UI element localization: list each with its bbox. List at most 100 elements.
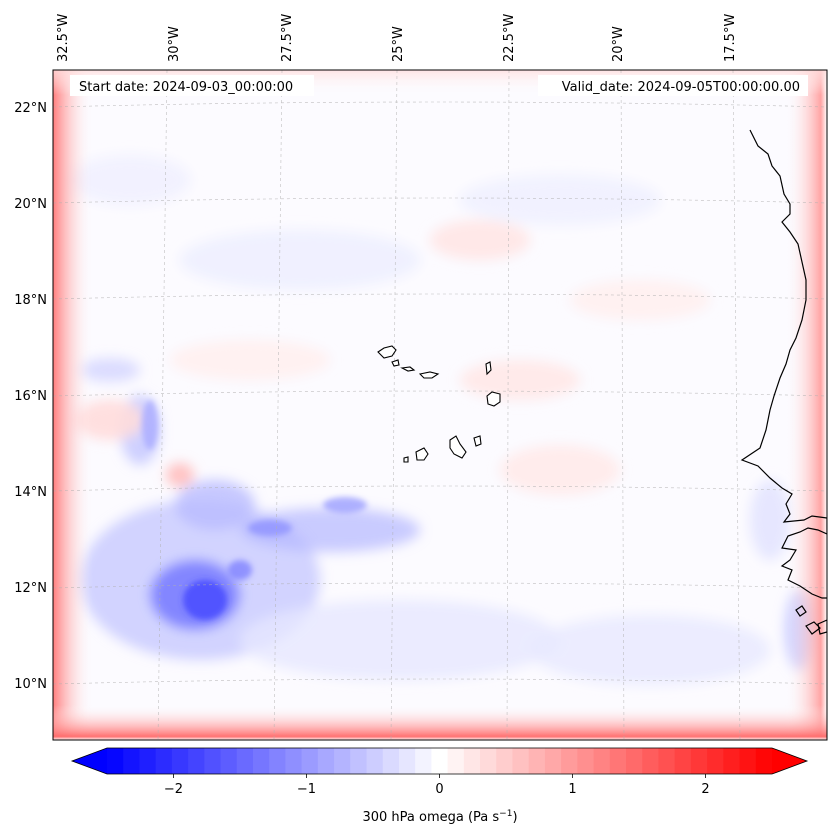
colorbar-cell <box>252 748 270 774</box>
cape-verde-islands <box>377 345 501 463</box>
colorbar-cell <box>382 748 400 774</box>
colorbar-tick-label: 2 <box>701 782 709 797</box>
colorbar-cell <box>123 748 140 774</box>
africa-coastline <box>740 129 827 599</box>
colorbar-tick-label: 0 <box>435 782 443 797</box>
lat-label-14n: 14°N <box>14 485 47 500</box>
lon-label-17-5w: 17.5°W <box>723 14 738 62</box>
colorbar-outline <box>70 747 809 775</box>
lat-label-12n: 12°N <box>14 581 47 596</box>
colorbar-cell <box>561 748 578 774</box>
colorbar-tick-label: −1 <box>297 782 316 797</box>
island-fogo <box>415 447 429 461</box>
lat-label-22n: 22°N <box>14 101 47 116</box>
island-boa-vista <box>486 391 501 407</box>
island-sal <box>485 361 492 376</box>
colorbar-cell <box>723 748 741 774</box>
colorbar-label-exponent: −1 <box>499 809 512 819</box>
colorbar-cells <box>107 748 773 774</box>
colorbar-cell <box>350 748 368 774</box>
colorbar-tick-label: 1 <box>568 782 576 797</box>
lat-label-18n: 18°N <box>14 293 47 308</box>
valid-date-box <box>538 75 808 96</box>
parallel-22n <box>53 101 827 108</box>
longitude-labels: 32.5°W 30°W 27.5°W 25°W 22.5°W 20°W 17.5… <box>56 14 738 62</box>
island-brava <box>403 456 409 463</box>
colorbar-cell <box>528 748 546 774</box>
coastlines <box>740 129 827 635</box>
island-maio <box>473 435 482 447</box>
colorbar-low-extend <box>72 748 107 774</box>
meridian-22-5w <box>506 70 510 740</box>
colorbar-cell <box>317 748 335 774</box>
parallel-10n <box>53 678 827 685</box>
meridian-20w <box>620 70 625 740</box>
colorbar-cell <box>690 748 708 774</box>
island-santiago <box>449 435 467 459</box>
latitude-labels: 22°N 20°N 18°N 16°N 14°N 12°N 10°N <box>14 101 47 692</box>
meridian-27-5w <box>273 70 283 740</box>
lon-label-27-5w: 27.5°W <box>280 14 295 62</box>
colorbar-cell <box>755 748 773 774</box>
parallel-12n <box>53 582 827 589</box>
lon-label-32-5w: 32.5°W <box>56 14 71 62</box>
colorbar-cell <box>415 748 432 774</box>
island-sao-nicolau <box>400 366 440 379</box>
colorbar-cell <box>674 748 692 774</box>
colorbar-cell <box>334 748 351 774</box>
bijagos-islands <box>795 605 827 635</box>
colorbar-cell <box>188 748 205 774</box>
meridian-30w <box>157 70 168 740</box>
parallel-18n <box>53 293 827 300</box>
colorbar-cell <box>366 748 384 774</box>
lon-label-20w: 20°W <box>611 26 626 62</box>
colorbar-cell <box>577 748 595 774</box>
colorbar-cell <box>220 748 238 774</box>
colorbar-ticks: −2 −1 0 1 2 <box>164 774 710 797</box>
graticule <box>53 70 827 740</box>
colorbar-label-suffix: ) <box>512 810 517 825</box>
parallel-14n <box>53 485 827 492</box>
colorbar-cell <box>269 748 286 774</box>
lat-label-10n: 10°N <box>14 677 47 692</box>
colorbar-cell <box>658 748 676 774</box>
lon-label-30w: 30°W <box>167 26 182 62</box>
colorbar-cell <box>155 748 173 774</box>
meridian-17-5w <box>732 70 741 740</box>
colorbar: −2 −1 0 1 2 300 hPa omega (Pa s−1) <box>70 747 809 825</box>
colorbar-cell <box>447 748 465 774</box>
colorbar-high-extend <box>772 748 807 774</box>
colorbar-cell <box>544 748 562 774</box>
colorbar-cell <box>398 748 416 774</box>
lon-label-25w: 25°W <box>391 26 406 62</box>
colorbar-cell <box>236 748 254 774</box>
colorbar-cell <box>204 748 222 774</box>
meridian-25w <box>390 70 398 740</box>
colorbar-cell <box>301 748 319 774</box>
colorbar-cell <box>512 748 530 774</box>
colorbar-cell <box>642 748 659 774</box>
colorbar-tick-label: −2 <box>164 782 183 797</box>
start-date-box <box>70 75 314 96</box>
colorbar-cell <box>285 748 303 774</box>
island-sao-vicente <box>391 359 400 367</box>
meridian-32-5w <box>53 70 54 91</box>
start-date-label: Start date: 2024-09-03_00:00:00 <box>79 80 293 95</box>
colorbar-cell <box>463 748 481 774</box>
island-santo-antao <box>377 345 397 359</box>
colorbar-cell <box>496 748 513 774</box>
colorbar-cell <box>707 748 724 774</box>
colorbar-cell <box>139 748 157 774</box>
colorbar-label: 300 hPa omega (Pa s−1) <box>362 809 517 825</box>
lon-label-22-5w: 22.5°W <box>502 14 517 62</box>
colorbar-cell <box>739 748 757 774</box>
parallel-20n <box>53 197 827 204</box>
colorbar-cell <box>593 748 611 774</box>
colorbar-label-main: 300 hPa omega (Pa s <box>362 810 499 825</box>
lat-label-16n: 16°N <box>14 389 47 404</box>
colorbar-cell <box>107 748 124 774</box>
map-frame <box>52 69 828 741</box>
colorbar-cell <box>431 748 449 774</box>
valid-date-label: Valid_date: 2024-09-05T00:00:00.00 <box>562 80 800 95</box>
